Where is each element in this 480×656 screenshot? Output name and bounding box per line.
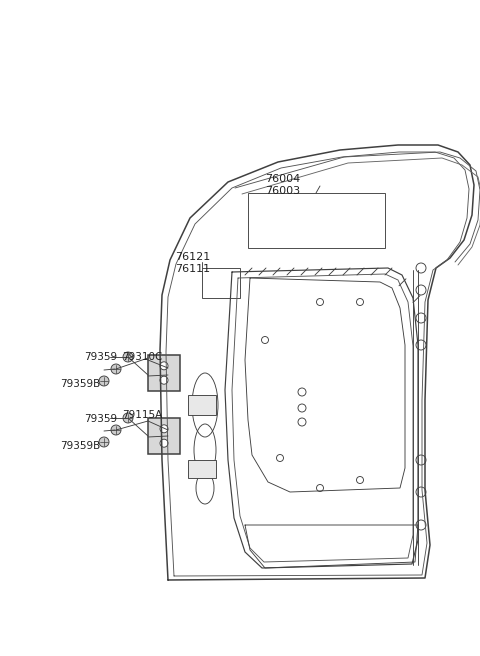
Text: 76004: 76004 (265, 174, 300, 184)
Text: 79359: 79359 (84, 414, 117, 424)
Text: 79310C: 79310C (122, 352, 162, 362)
Circle shape (123, 413, 133, 423)
Text: 79359B: 79359B (60, 379, 100, 389)
Circle shape (99, 376, 109, 386)
Circle shape (160, 425, 168, 433)
Circle shape (160, 362, 168, 370)
Circle shape (123, 352, 133, 362)
Bar (248, 193, 385, 248)
Text: 79359: 79359 (84, 352, 117, 362)
Bar (188, 460, 216, 478)
Bar (188, 395, 216, 415)
Bar (148, 355, 180, 391)
Bar (148, 418, 180, 454)
Circle shape (160, 440, 168, 447)
Text: 76121: 76121 (175, 252, 210, 262)
Text: 79359B: 79359B (60, 441, 100, 451)
Bar (202, 268, 240, 298)
Text: 79115A: 79115A (122, 410, 162, 420)
Text: 76003: 76003 (265, 186, 300, 196)
Text: 76111: 76111 (175, 264, 210, 274)
Circle shape (111, 364, 121, 374)
Circle shape (111, 425, 121, 435)
Circle shape (160, 376, 168, 384)
Circle shape (99, 437, 109, 447)
